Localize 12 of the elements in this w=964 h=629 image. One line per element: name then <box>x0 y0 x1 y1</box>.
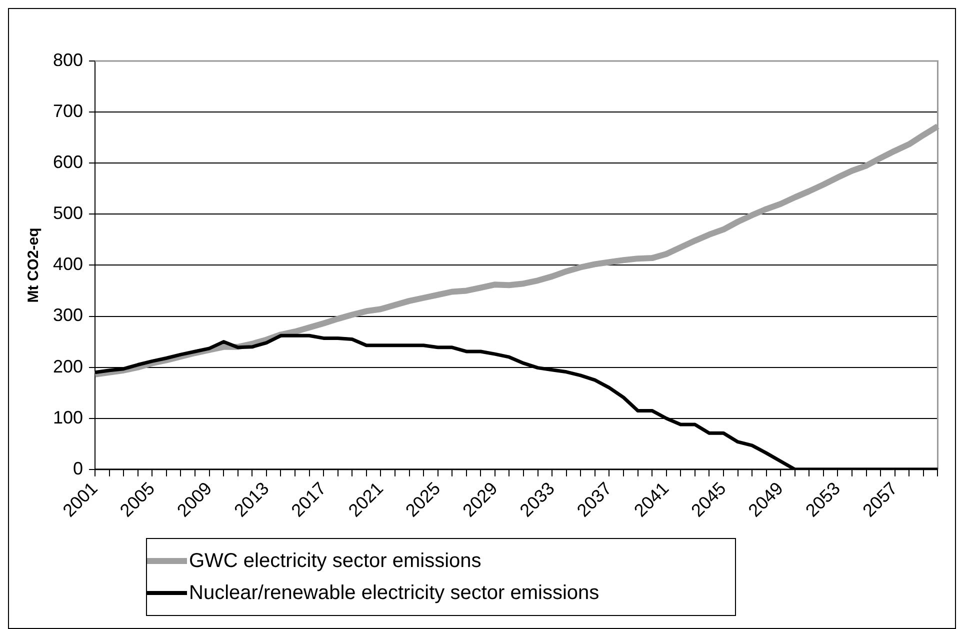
y-tick-label: 400 <box>52 254 84 274</box>
legend-label: Nuclear/renewable electricity sector emissions <box>189 582 600 604</box>
y-tick-label: 700 <box>52 101 84 122</box>
y-tick-label: 600 <box>52 152 84 172</box>
y-tick-label: 200 <box>52 356 84 376</box>
y-tick-label: 0 <box>73 458 84 478</box>
y-tick-label: 300 <box>52 305 84 326</box>
y-axis-title: Mt CO2-eq <box>25 228 42 303</box>
y-tick-label: 800 <box>52 50 84 70</box>
y-tick-label: 100 <box>52 407 84 428</box>
y-tick-label: 500 <box>52 203 84 224</box>
legend-label: GWC electricity sector emissions <box>189 550 482 572</box>
